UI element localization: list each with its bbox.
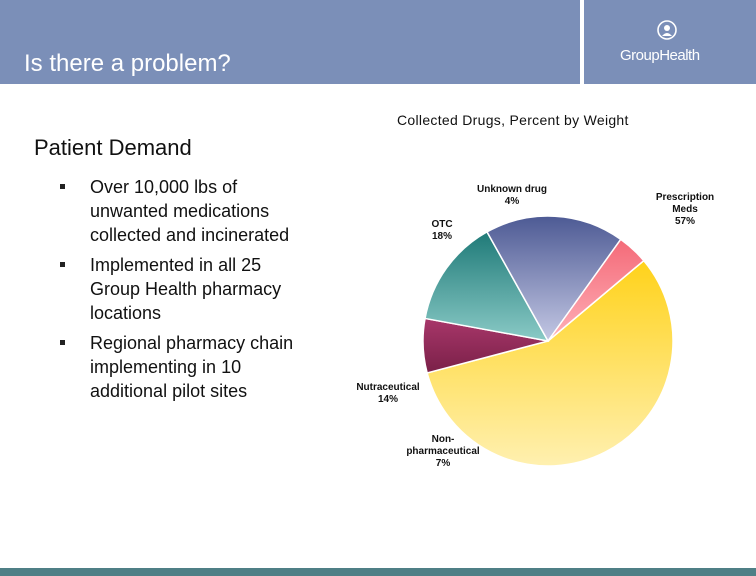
bullet-text: Over 10,000 lbs of unwanted medications …: [90, 177, 290, 245]
pie-slice-nutraceutical: [424, 230, 550, 343]
bullet-marker-icon: [60, 184, 65, 189]
pie-slice-unknown-drug: [547, 238, 645, 342]
pie-label-non-pharmaceutical: Non-pharmaceutical 7%: [406, 434, 480, 469]
chart-title: Collected Drugs, Percent by Weight: [397, 112, 629, 128]
pie-slice-otc: [485, 215, 622, 343]
pie-label-otc: OTC 18%: [431, 219, 452, 242]
pie-label-prescription-meds: Prescription Meds 57%: [656, 192, 714, 227]
header-bar: Is there a problem?: [0, 0, 580, 84]
logo-text: GroupHealth: [620, 47, 700, 64]
bullet-item: Implemented in all 25 Group Health pharm…: [58, 253, 298, 325]
slide-title: Is there a problem?: [24, 50, 231, 77]
pie-label-unknown-drug: Unknown drug 4%: [477, 184, 547, 207]
header-divider: [580, 0, 584, 84]
logo-emblem-icon: [657, 20, 677, 40]
bullet-item: Over 10,000 lbs of unwanted medications …: [58, 175, 298, 247]
pie-chart: Prescription Meds 57% Non-pharmaceutical 7% N…: [356, 184, 714, 469]
bullet-item: Regional pharmacy chain implementing in …: [58, 331, 298, 403]
bullet-text: Implemented in all 25 Group Health pharm…: [90, 255, 282, 323]
pie-label-nutraceutical: Nutraceutical 14%: [356, 382, 420, 405]
section-heading: Patient Demand: [34, 135, 192, 160]
bullet-text: Regional pharmacy chain implementing in …: [90, 333, 294, 401]
bullet-list: Over 10,000 lbs of unwanted medications …: [58, 175, 298, 409]
pie-slice-prescription-meds: [426, 259, 674, 467]
footer-bar: [0, 568, 756, 576]
bullet-marker-icon: [60, 340, 65, 345]
logo-panel: [584, 0, 756, 84]
bullet-marker-icon: [60, 262, 65, 267]
